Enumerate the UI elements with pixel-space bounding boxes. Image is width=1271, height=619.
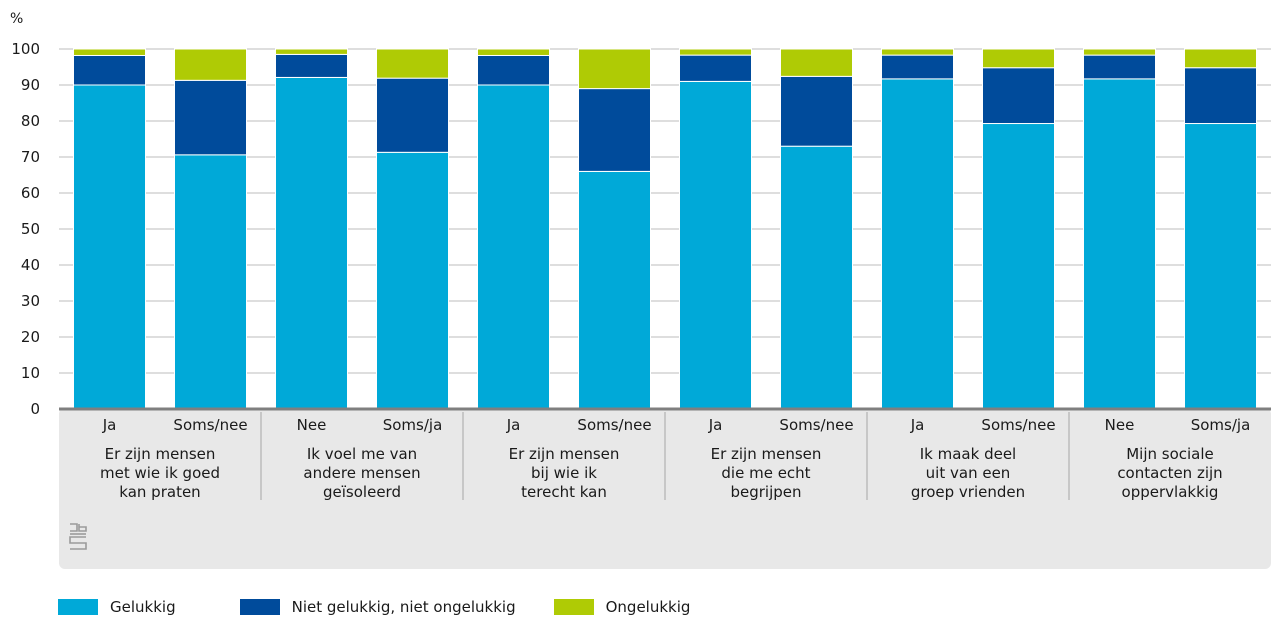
bar-segment <box>73 84 146 410</box>
bar-segment <box>275 48 348 55</box>
x-category-label: Ja <box>708 416 723 434</box>
group-label-line: bij wie ik <box>531 464 597 482</box>
legend-swatch <box>553 599 594 615</box>
bar-segment <box>780 75 853 147</box>
bar-segment <box>174 48 247 81</box>
bar-segment <box>477 84 550 410</box>
bar-segment <box>578 170 651 410</box>
bar-segment <box>982 123 1055 410</box>
y-tick-label: 90 <box>21 76 40 94</box>
bar-segment <box>1083 54 1156 80</box>
bar-segment <box>174 79 247 156</box>
legend-swatch <box>239 599 280 615</box>
group-label-line: Mijn sociale <box>1126 445 1214 463</box>
y-tick-label: 60 <box>21 184 40 202</box>
x-category-label: Soms/nee <box>981 416 1055 434</box>
bar-segment <box>881 48 954 56</box>
bar-segment <box>982 67 1055 125</box>
bar-segment <box>73 54 146 86</box>
y-tick-label: 100 <box>11 40 40 58</box>
bar-segment <box>275 76 348 410</box>
y-tick-label: 80 <box>21 112 40 130</box>
bar-segment <box>174 154 247 410</box>
category-labels: Ja Soms/nee Nee Soms/ja Ja Soms/nee Ja Soms/nee… <box>102 412 1251 500</box>
x-category-label: Soms/ja <box>383 416 443 434</box>
bar-segment <box>679 48 752 56</box>
group-label-line: Er zijn mensen <box>509 445 620 463</box>
legend-label: Ongelukkig <box>605 598 691 616</box>
x-category-label: Nee <box>297 416 327 434</box>
legend-item-ongelukkig: Ongelukkig <box>553 598 691 616</box>
x-category-label: Soms/nee <box>779 416 853 434</box>
group-label-line: kan praten <box>119 483 200 501</box>
group-label-line: oppervlakkig <box>1122 483 1219 501</box>
bar-segment <box>578 88 651 172</box>
group-label-line: Er zijn mensen <box>105 445 216 463</box>
group-label-line: Er zijn mensen <box>711 445 822 463</box>
group-label-line: groep vrienden <box>911 483 1025 501</box>
bar-segment <box>1184 123 1257 410</box>
y-unit-label: % <box>10 11 23 27</box>
y-tick-label: 10 <box>21 364 40 382</box>
group-label-line: begrijpen <box>730 483 801 501</box>
legend-label: Niet gelukkig, niet ongelukkig <box>291 598 516 616</box>
bar-segment <box>881 78 954 410</box>
x-category-label: Nee <box>1105 416 1135 434</box>
legend: Gelukkig Niet gelukkig, niet ongelukkig … <box>58 598 726 616</box>
x-category-label: Soms/nee <box>173 416 247 434</box>
bar-segment <box>780 48 853 77</box>
bar-segment <box>679 54 752 82</box>
bar-segment <box>982 48 1055 69</box>
group-label-line: Ik maak deel <box>920 445 1016 463</box>
y-tick-label: 50 <box>21 220 40 238</box>
bar-segment <box>73 48 146 56</box>
group-label-line: uit van een <box>926 464 1011 482</box>
bar-segment <box>376 48 449 79</box>
y-axis-ticks: 0 10 20 30 40 50 60 70 80 90 100 <box>11 40 40 418</box>
x-category-label: Soms/ja <box>1191 416 1251 434</box>
bar-segment <box>477 54 550 86</box>
bar-segment <box>1184 48 1257 69</box>
bar-segment <box>376 77 449 153</box>
bar-segment <box>578 48 651 90</box>
x-category-label: Soms/nee <box>577 416 651 434</box>
y-tick-label: 20 <box>21 328 40 346</box>
group-label-line: die me echt <box>721 464 810 482</box>
group-label-line: terecht kan <box>521 483 607 501</box>
legend-swatch <box>58 599 98 615</box>
bar-segment <box>275 53 348 78</box>
x-category-label: Ja <box>506 416 521 434</box>
y-tick-label: 40 <box>21 256 40 274</box>
bar-segment <box>376 151 449 410</box>
cbs-logo-icon <box>68 522 88 556</box>
y-tick-label: 70 <box>21 148 40 166</box>
bars <box>73 48 1257 410</box>
bar-segment <box>1083 78 1156 410</box>
y-tick-label: 0 <box>30 400 40 418</box>
bar-segment <box>679 80 752 410</box>
group-label-line: geïsoleerd <box>323 483 401 501</box>
group-label-line: met wie ik goed <box>100 464 220 482</box>
bar-segment <box>780 145 853 410</box>
y-tick-label: 30 <box>21 292 40 310</box>
legend-item-neutraal: Niet gelukkig, niet ongelukkig <box>239 598 516 616</box>
x-category-label: Ja <box>910 416 925 434</box>
group-label-line: contacten zijn <box>1117 464 1222 482</box>
gridlines <box>59 48 1271 374</box>
bar-segment <box>477 48 550 56</box>
bar-segment <box>1184 67 1257 125</box>
legend-item-gelukkig: Gelukkig <box>58 598 176 616</box>
group-label-line: andere mensen <box>303 464 420 482</box>
x-category-label: Ja <box>102 416 117 434</box>
group-label-line: Ik voel me van <box>307 445 417 463</box>
bar-segment <box>881 54 954 80</box>
bar-segment <box>1083 48 1156 56</box>
legend-label: Gelukkig <box>110 598 176 616</box>
